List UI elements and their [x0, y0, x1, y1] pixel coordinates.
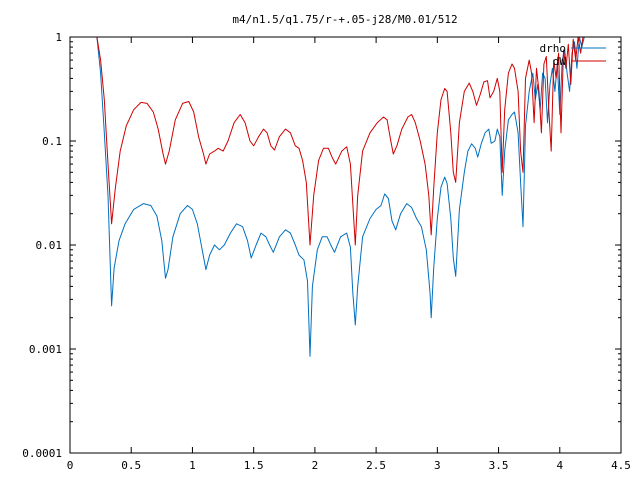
y-tick-label: 1	[55, 31, 62, 44]
y-tick-label: 0.001	[29, 343, 62, 356]
x-tick-label: 4.5	[611, 459, 631, 472]
series-line-drho	[96, 37, 585, 357]
axis-layer: 0 0.5 1 1.5 2 2.5 3 3.5 4 4.5 0.0001 0.001 0.01 0.1 1	[22, 31, 631, 472]
y-tick-label: 0.01	[36, 239, 63, 252]
x-tick-label: 2.5	[366, 459, 386, 472]
legend-label-dW: dW	[553, 55, 567, 68]
series-layer	[96, 37, 585, 357]
x-tick-label: 0.5	[121, 459, 141, 472]
y-tick-label: 0.0001	[22, 447, 62, 460]
x-tick-label: 2	[312, 459, 319, 472]
x-tick-label: 1.5	[244, 459, 264, 472]
x-tick-label: 3.5	[489, 459, 509, 472]
x-tick-label: 4	[556, 459, 563, 472]
y-tick-label: 0.1	[42, 135, 62, 148]
x-tick-label: 1	[189, 459, 196, 472]
legend-label-drho: drho	[540, 42, 567, 55]
x-tick-label: 0	[67, 459, 74, 472]
series-line-dW	[96, 37, 584, 246]
chart-title: m4/n1.5/q1.75/r-+.05-j28/M0.01/512	[232, 13, 457, 26]
x-tick-label: 3	[434, 459, 441, 472]
